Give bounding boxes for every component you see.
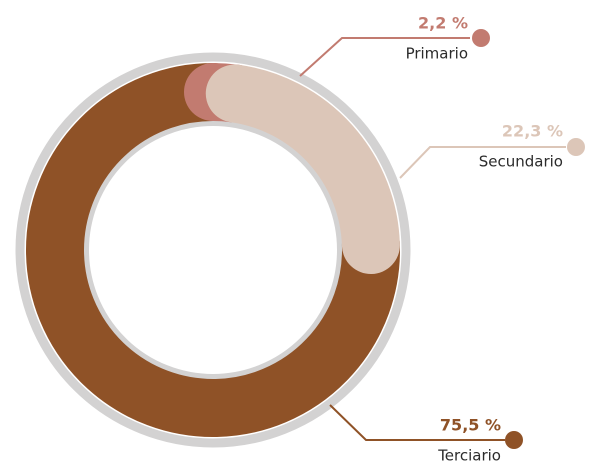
category-label: Terciario — [437, 447, 501, 464]
donut-segment — [26, 63, 400, 437]
donut-segment — [205, 64, 400, 275]
legend-dot — [567, 138, 585, 156]
inner-ring — [81, 118, 345, 382]
legend-dot — [472, 29, 490, 47]
value-label: 75,5 % — [440, 416, 501, 435]
labels: 2,2 % Primario 22,3 % Secundario 75,5 % Terci… — [299, 14, 585, 464]
value-label: 22,3 % — [502, 122, 563, 141]
leader-line — [299, 37, 470, 77]
outer-ring — [15, 52, 411, 448]
legend-dot — [505, 431, 523, 449]
category-label: Secundario — [479, 153, 563, 171]
arcs — [26, 63, 400, 437]
value-label: 2,2 % — [418, 14, 468, 33]
leader-line — [329, 404, 505, 441]
category-label: Primario — [406, 45, 468, 63]
leader-line — [399, 146, 566, 179]
